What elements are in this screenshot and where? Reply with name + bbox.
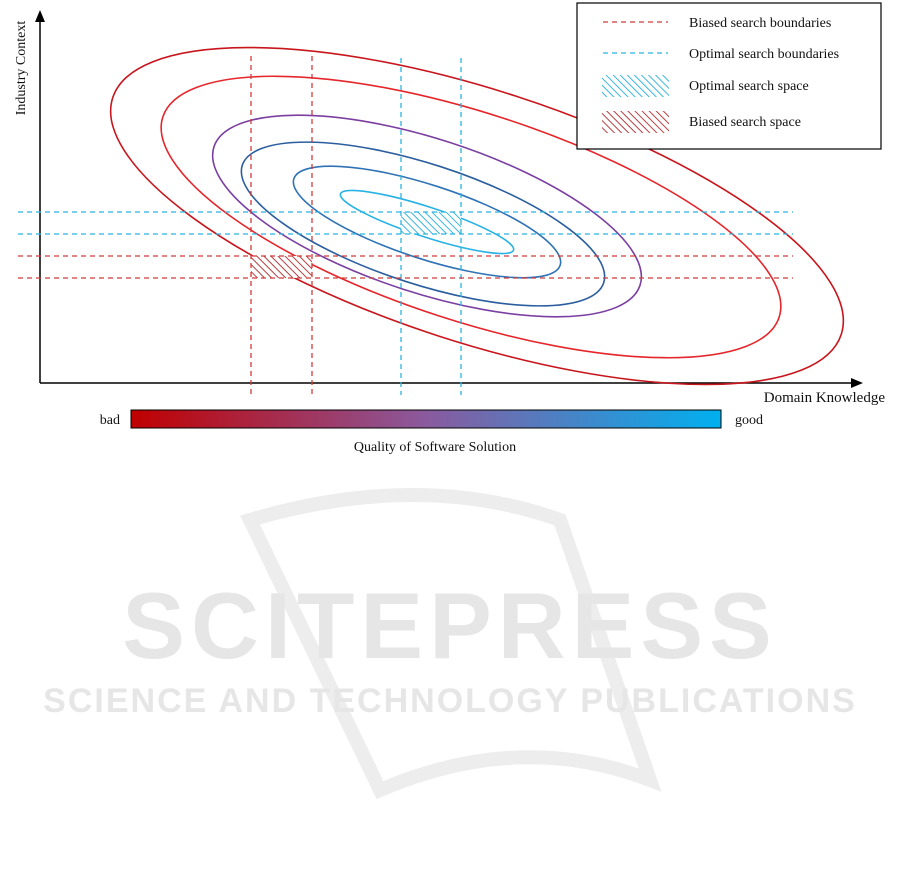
optimal-search-boundaries [18,58,793,395]
contour-ring-5 [292,165,562,279]
biased-search-boundaries [18,56,793,395]
optimal-search-space [401,212,461,234]
watermark-subtitle: SCIENCE AND TECHNOLOGY PUBLICATIONS [43,682,857,720]
legend-label-biased-boundaries: Biased search boundaries [689,16,831,31]
colorbar-caption: Quality of Software Solution [354,440,516,455]
colorbar-high-label: good [735,413,763,428]
legend-label-optimal-space: Optimal search space [689,79,809,94]
colorbar-gradient [130,409,722,429]
legend: Biased search boundaries Optimal search … [576,2,882,150]
colorbar-low-label: bad [100,413,120,428]
axes: Industry Context Domain Knowledge [14,10,885,406]
contour-ring-6 [339,189,515,255]
contour-ring-2 [160,75,782,359]
watermark-title: SCITEPRESS [122,573,778,678]
legend-label-biased-space: Biased search space [689,115,801,130]
contour-lines [109,46,845,386]
watermark: SCITEPRESS SCIENCE AND TECHNOLOGY PUBLIC… [43,488,857,800]
watermark-book-icon [240,488,662,800]
contour-ring-1 [109,46,845,386]
y-axis-arrow-icon [35,10,45,22]
biased-search-space [251,256,312,278]
y-axis-label: Industry Context [14,21,29,116]
quality-colorbar: bad good Quality of Software Solution [100,409,763,455]
contour-ring-3 [211,114,643,318]
legend-optimal-hatch-swatch [602,75,669,97]
x-axis-label: Domain Knowledge [764,390,886,406]
legend-label-optimal-boundaries: Optimal search boundaries [689,47,839,62]
contour-ring-4 [240,141,606,307]
x-axis-arrow-icon [851,378,863,388]
legend-biased-hatch-swatch [602,111,669,133]
